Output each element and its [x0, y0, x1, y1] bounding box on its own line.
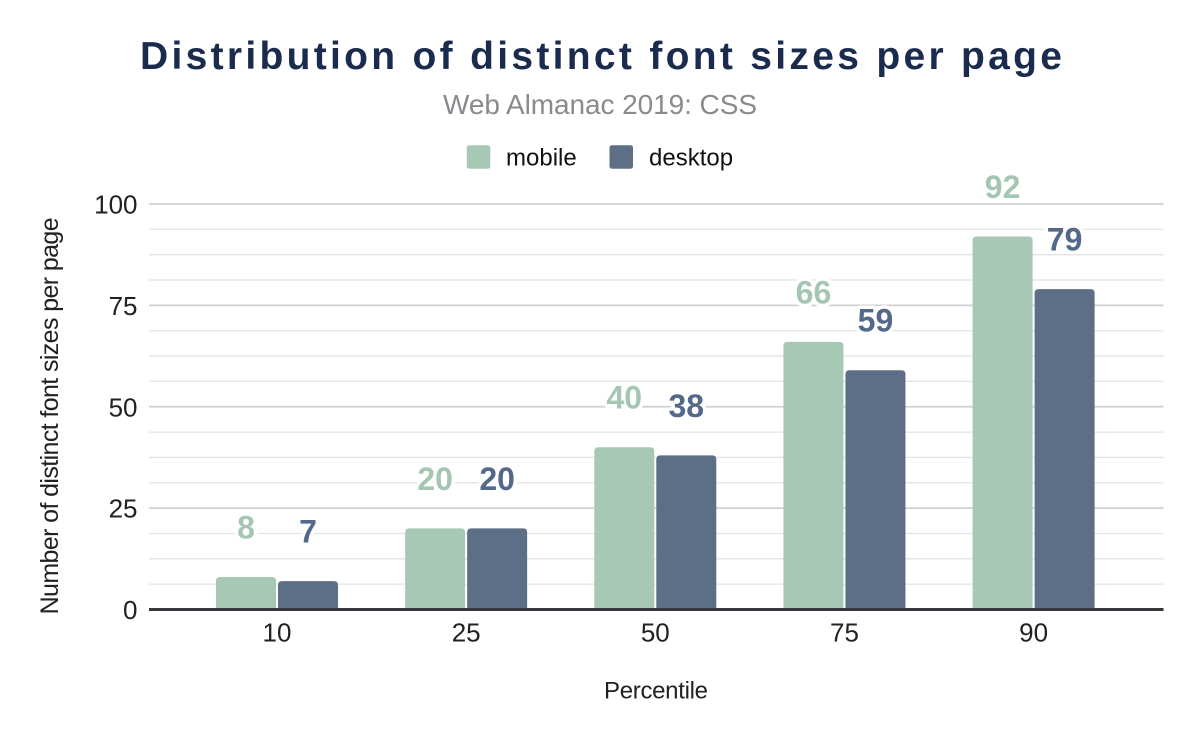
svg-text:75: 75 — [830, 618, 859, 648]
svg-text:7: 7 — [299, 514, 317, 550]
svg-text:Percentile: Percentile — [604, 678, 708, 705]
svg-text:25: 25 — [452, 618, 481, 648]
svg-text:38: 38 — [669, 388, 705, 424]
svg-text:92: 92 — [985, 169, 1021, 205]
svg-text:66: 66 — [796, 274, 832, 310]
svg-text:90: 90 — [1019, 618, 1048, 648]
svg-text:desktop: desktop — [649, 145, 733, 172]
svg-text:Number of distinct font sizes: Number of distinct font sizes per page — [36, 217, 64, 614]
svg-text:75: 75 — [109, 291, 138, 321]
svg-text:0: 0 — [123, 595, 137, 625]
svg-text:25: 25 — [109, 494, 138, 524]
svg-text:8: 8 — [237, 509, 255, 545]
svg-text:40: 40 — [607, 380, 643, 416]
svg-text:59: 59 — [858, 303, 894, 339]
svg-text:100: 100 — [94, 190, 137, 220]
svg-text:20: 20 — [479, 461, 515, 497]
svg-text:mobile: mobile — [506, 145, 577, 172]
svg-text:79: 79 — [1047, 222, 1083, 258]
svg-text:10: 10 — [263, 618, 292, 648]
svg-text:Web Almanac 2019: CSS: Web Almanac 2019: CSS — [443, 89, 757, 120]
svg-text:50: 50 — [641, 618, 670, 648]
svg-text:Distribution of distinct font: Distribution of distinct font sizes per … — [140, 35, 1062, 78]
svg-text:50: 50 — [109, 392, 138, 422]
svg-text:20: 20 — [417, 461, 453, 497]
